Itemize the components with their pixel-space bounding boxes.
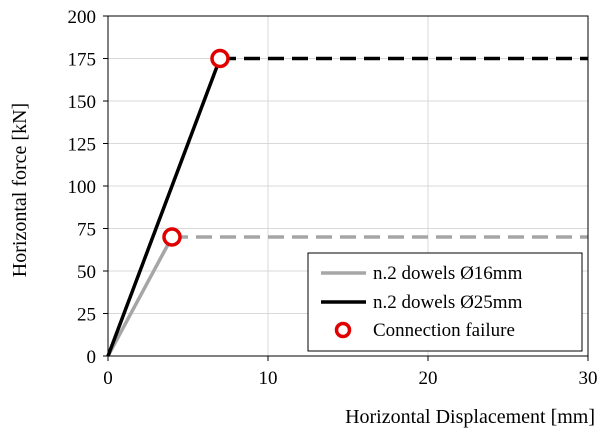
connection-failure-marker [210,48,230,69]
series-16mm-elastic-line [106,236,174,357]
x-tick-label: 20 [419,368,438,389]
legend: n.2 dowels Ø16mm n.2 dowels Ø25mm Connecti… [307,252,583,352]
failure-markers [162,48,230,247]
legend-label: n.2 dowels Ø25mm [373,292,523,313]
y-tick-label: 75 [77,220,96,241]
y-tick-label: 125 [68,135,97,156]
y-tick-label: 25 [77,305,96,326]
y-tick-label: 150 [68,92,97,113]
series-lines [106,56,588,357]
x-tick-label: 30 [579,368,598,389]
series-25mm-elastic-line [106,57,222,357]
y-tick-label: 50 [77,262,96,283]
legend-label: n.2 dowels Ø16mm [373,263,523,284]
y-tick-label: 200 [68,7,97,28]
legend-marker-symbol [334,321,352,339]
y-tick-label: 0 [87,347,97,368]
connection-failure-marker [162,227,182,247]
legend-label: Connection failure [373,320,515,341]
y-axis-label: Horizontal force [kN] [9,103,31,277]
x-axis-label: Horizontal Displacement [mm] [345,406,595,428]
x-tick-label: 10 [259,368,278,389]
y-tick-label: 100 [68,177,97,198]
x-tick-label: 0 [103,368,113,389]
y-tick-label: 175 [68,50,97,71]
axis-ticks: 0 25 50 75 100 125 150 175 200 0 10 20 30 [68,7,598,389]
